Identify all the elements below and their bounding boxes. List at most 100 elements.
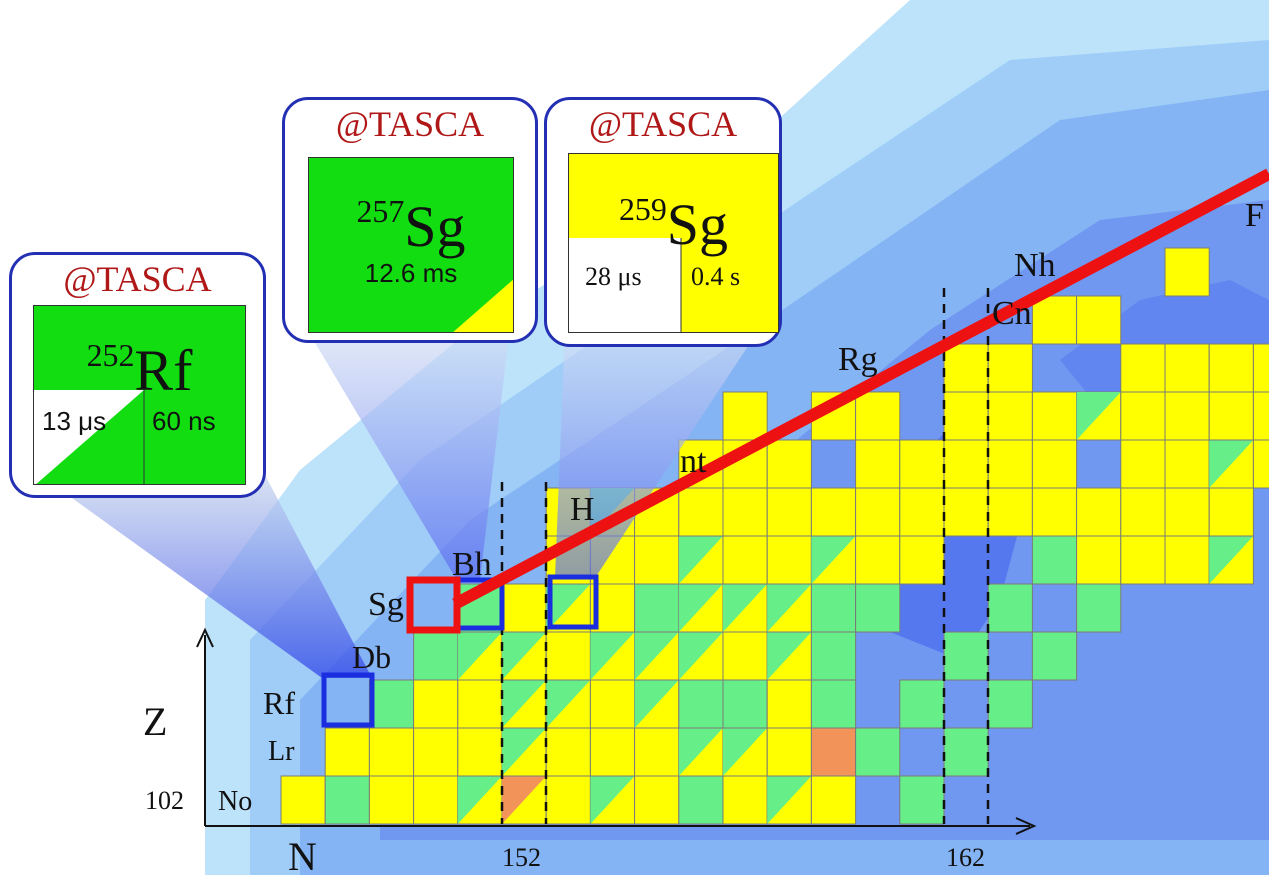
nuclide-cell [722, 535, 768, 585]
nuclide-cell [766, 439, 812, 489]
nuclide-cell [457, 679, 503, 729]
nuclide-cell [855, 727, 901, 777]
decay-triangle [590, 776, 635, 824]
label-lr: Lr [268, 736, 295, 767]
nuclide-cell [368, 775, 415, 825]
nuclide-cell [1208, 391, 1254, 441]
decay-split [34, 390, 145, 484]
nuclide-cell [1164, 439, 1210, 489]
decay-triangle [678, 584, 723, 632]
nuclide-cell [1164, 535, 1210, 585]
nuclide-cell [1076, 295, 1122, 345]
halflife-sg259-isomer: 28 μs [585, 262, 642, 291]
decay-triangle [767, 776, 812, 824]
callout-rf252: @TASCA 252Rf 13 μs 60 ns [9, 252, 266, 498]
label-rg: Rg [838, 341, 878, 378]
nuclide-cell [457, 727, 503, 777]
halflife-rf252-isomer: 13 μs [42, 406, 107, 436]
nuclide-cell [899, 439, 945, 489]
nuclide-cell [1031, 391, 1078, 441]
nuclide-cell [899, 535, 945, 585]
nuclide-cell [987, 487, 1033, 537]
axis-labels: Z N 102 152 162 [143, 699, 985, 875]
nuclide-cell [987, 439, 1033, 489]
nuclide-cell [987, 583, 1033, 633]
nuclide-cell [1031, 535, 1078, 585]
decay-triangle [634, 632, 679, 680]
decay-triangle [546, 680, 591, 728]
decay-triangle [767, 584, 812, 632]
decay-triangle [767, 632, 812, 680]
decay-triangle [1076, 392, 1121, 440]
decay-triangle [502, 776, 547, 824]
nuclide-cell [1076, 487, 1122, 537]
nuclide-cell [1164, 391, 1210, 441]
nuclide-cell [1031, 295, 1078, 345]
nuclide-cell [810, 487, 857, 537]
nuclide-cell [1208, 343, 1254, 393]
decay-triangle [1209, 440, 1254, 488]
magic-lines [500, 288, 990, 824]
beam-sg257 [305, 326, 510, 582]
decay-triangle [502, 728, 547, 776]
nuclide-cell [1120, 439, 1166, 489]
x-axis-arrow [1015, 817, 1037, 835]
decay-triangle [678, 536, 723, 584]
nuclide-cell [589, 679, 636, 729]
nuclide-cell [855, 535, 901, 585]
nuclide-cell [943, 439, 989, 489]
nuclide-symbol-rf252: 252Rf [86, 337, 193, 403]
beam-sg259 [555, 328, 760, 578]
label-bh: Bh [452, 546, 492, 583]
nuclide-cell [1120, 487, 1166, 537]
nuclide-cell [987, 391, 1033, 441]
nuclide-cell [810, 775, 857, 825]
decay-triangle [546, 584, 591, 632]
nuclide-cell [766, 487, 812, 537]
nuclide-cell [722, 391, 768, 441]
decay-triangle [678, 632, 723, 680]
facility-label: @TASCA [63, 259, 212, 299]
nuclide-cell [943, 727, 989, 777]
nuclide-cell [899, 775, 945, 825]
nuclide-cell [634, 775, 680, 825]
axes [196, 627, 1037, 835]
label-db: Db [352, 639, 391, 675]
decay-triangle [634, 680, 679, 728]
nuclide-cell [1208, 487, 1254, 537]
nuclide-cell [810, 583, 857, 633]
nuclide-cell [1252, 439, 1269, 489]
nuclide-cell [413, 679, 459, 729]
nuclide-cell [324, 727, 370, 777]
nuclide-cell [855, 583, 901, 633]
decay-split [453, 279, 513, 332]
nuclide-box-sg257: 257Sg 12.6 ms [308, 157, 514, 333]
nuclide-box-rf252: 252Rf 13 μs 60 ns [33, 305, 246, 485]
nuclide-cell [634, 583, 680, 633]
nuclide-cells [280, 247, 1269, 825]
nuclide-cell [855, 487, 901, 537]
label-no: No [218, 786, 252, 817]
decay-triangle [723, 584, 768, 632]
decay-triangle [502, 632, 547, 680]
nuclide-cell [545, 727, 591, 777]
nuclide-cell [943, 631, 989, 681]
nuclide-cell [368, 727, 415, 777]
nuclide-cell [810, 727, 857, 777]
nuclide-cell [678, 679, 724, 729]
nuclide-cell [1164, 343, 1210, 393]
highlight-boxes [321, 574, 599, 728]
halflife-rf252-ground: 60 ns [152, 406, 216, 436]
nuclide-cell [987, 679, 1033, 729]
nuclide-cell [1164, 487, 1210, 537]
nuclide-cell [1031, 487, 1078, 537]
nuclide-box-sg259: 259Sg 28 μs 0.4 s [568, 153, 779, 333]
nuclide-cell [722, 631, 768, 681]
callout-sg259: @TASCA 259Sg 28 μs 0.4 s [544, 97, 782, 347]
nuclide-cell [987, 343, 1033, 393]
y-axis-arrow [196, 627, 214, 648]
label-nh: Nh [1014, 247, 1056, 284]
nuclide-symbol-sg259: 259Sg [618, 191, 729, 257]
label-sg: Sg [368, 586, 404, 623]
decay-triangle [457, 632, 502, 680]
